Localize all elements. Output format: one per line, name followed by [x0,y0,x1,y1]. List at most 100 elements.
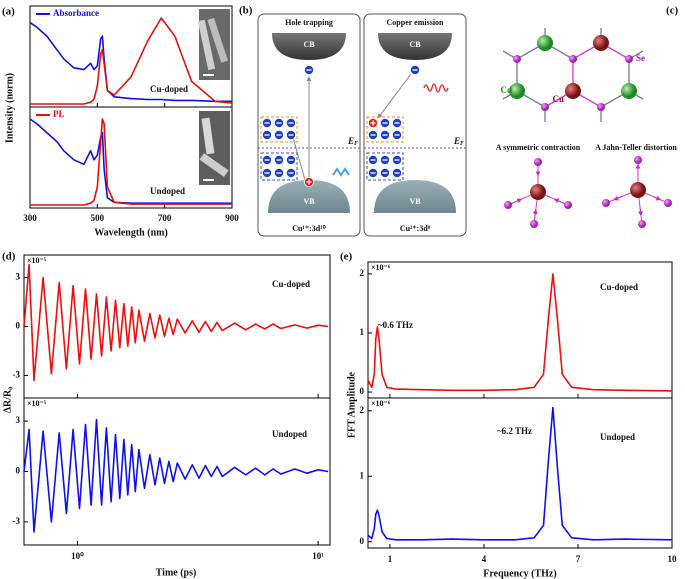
axis-multiplier: ×10⁻⁵ [27,399,47,408]
panel-label: (c) [666,5,679,17]
caption: A symmetric contraction [496,143,581,152]
data-line [23,418,329,533]
se-atom [597,103,605,111]
annotation: Undoped [600,432,635,442]
legend-label: Absorbance [53,8,99,18]
y-tick-label: 3 [16,272,21,282]
state-box [366,152,404,181]
annotation: Undoped [150,186,185,196]
fermi-subscript: F [460,141,464,147]
annotation: Undoped [272,429,307,439]
se-atom [504,201,512,209]
x-tick-label: 10⁰ [71,551,84,561]
configuration: Cu²⁺:3d⁹ [400,224,431,233]
y-tick-label: 3 [16,415,21,425]
y-tick-label: 0 [360,386,365,396]
se-atom [530,220,538,228]
displacement [613,195,623,201]
se-atom [664,199,672,207]
x-tick-label: 10 [668,554,678,564]
tem-rod [207,17,228,63]
photon [332,167,350,177]
x-axis-label: Frequency (THz) [483,568,556,579]
se-atom [634,156,642,164]
tem-rod [201,117,215,155]
atom-label: Cu [552,94,564,104]
metal-atom [593,35,609,51]
metal-atom [621,83,637,99]
y-tick-label: 0 [16,321,21,331]
se-atom [564,201,572,209]
lattice [502,28,672,228]
tem-rod [197,19,216,71]
y-tick-label: -3 [13,516,21,526]
se-atom [534,158,542,166]
fermi-symbol: E [347,136,354,146]
metal-atom [565,83,581,99]
metal-atom [537,35,553,51]
y-axis-label: FFT Amplitude [346,371,357,438]
valence-band [268,180,350,213]
band-label: CB [303,40,315,49]
x-tick-label: 4 [482,554,487,564]
x-tick-label: 7 [576,554,581,564]
atom-label: Cd [500,85,512,95]
data-line [30,17,233,105]
x-tick-label: 1 [388,554,393,564]
arrow [291,133,306,181]
band-label: VB [303,197,315,206]
data-line [23,263,329,382]
panel-label: (a) [2,6,15,18]
peak-label: ~6.2 THz [497,426,532,436]
valence-band [374,180,456,213]
data-line [367,273,673,392]
state-box [260,152,298,181]
axes-frame [29,106,233,209]
se-atom [625,55,633,63]
band-diagram: Copper emission CB VB EF Cu²⁺:3d⁹ [363,13,467,237]
axis-multiplier: ×10⁻⁶ [371,263,391,272]
panel-label: (d) [2,251,16,263]
peak-label: ~0.6 THz [378,320,413,330]
legend-label: PL [53,109,65,119]
x-tick-label: 500 [91,213,105,223]
x-tick-label: 10¹ [312,551,324,561]
displacement [638,206,643,217]
y-tick-label: -3 [13,369,21,379]
fermi-label: EF [453,136,464,147]
se-atom [602,199,610,207]
y-tick-label: 0 [16,466,21,476]
se-atom [569,55,577,63]
tem-rod [199,153,229,177]
se-atom [638,220,646,228]
data-line [30,118,232,206]
data-line [367,406,673,541]
conduction-band [378,33,452,60]
axis-multiplier: ×10⁻⁵ [27,256,47,265]
cu-atom [630,182,646,198]
y-tick-label: 1 [360,470,365,480]
x-tick-label: 300 [23,213,37,223]
fermi-symbol: E [453,136,460,146]
cu-atom [530,184,546,200]
band-label: VB [409,197,421,206]
y-tick-label: 2 [360,268,365,278]
data-line [29,21,232,103]
fermi-subscript: F [354,141,358,147]
panel-label: (b) [239,5,253,17]
state-box [260,116,298,143]
x-tick-label: 900 [225,213,239,223]
y-axis-label: Intensity (norm) [4,73,15,143]
y-tick-label: 0 [360,536,365,546]
se-atom [513,55,521,63]
axis-multiplier: ×10⁻⁶ [371,399,391,408]
metal-atom [509,83,525,99]
band-label: CB [409,40,421,49]
diagram-title: Copper emission [387,18,445,27]
x-axis-label: Wavelength (nm) [94,227,168,238]
axes-frame [367,397,673,549]
state-box [366,116,404,143]
photon [423,83,449,93]
annotation: Cu-doped [150,84,188,94]
